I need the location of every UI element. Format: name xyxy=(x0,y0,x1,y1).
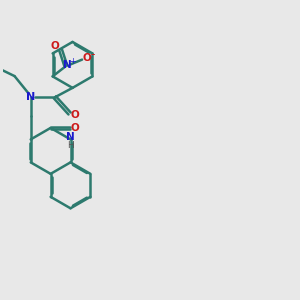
Text: O: O xyxy=(71,123,80,133)
Text: -: - xyxy=(90,48,94,62)
Text: O: O xyxy=(70,110,79,120)
Text: O: O xyxy=(82,53,91,63)
Text: N: N xyxy=(66,132,75,142)
Text: +: + xyxy=(69,57,76,66)
Text: H: H xyxy=(67,141,74,150)
Text: N: N xyxy=(26,92,35,102)
Text: O: O xyxy=(51,41,60,51)
Text: N: N xyxy=(63,61,72,70)
